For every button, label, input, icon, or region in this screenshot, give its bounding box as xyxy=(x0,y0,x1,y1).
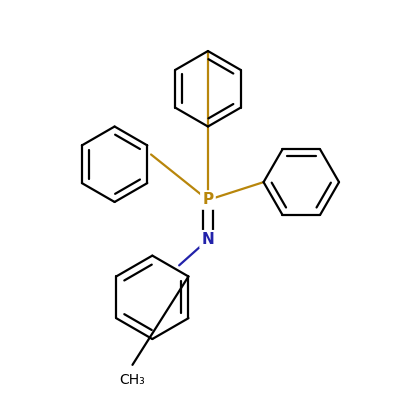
Text: CH₃: CH₃ xyxy=(120,373,145,387)
Text: N: N xyxy=(202,232,214,247)
Text: P: P xyxy=(202,192,214,208)
